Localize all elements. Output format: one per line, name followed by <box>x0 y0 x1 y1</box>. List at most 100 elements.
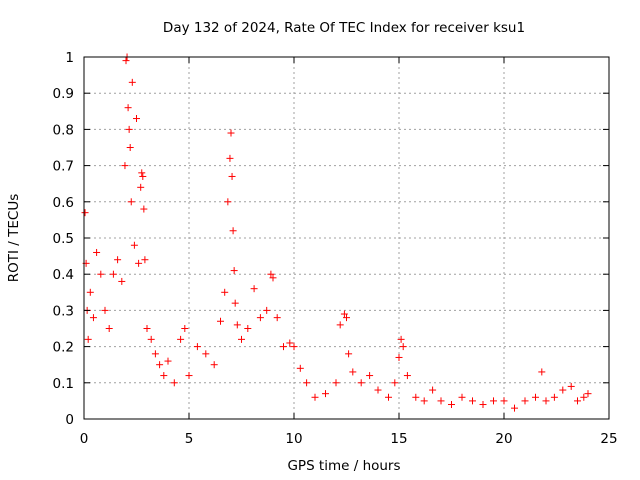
x-tick-label: 25 <box>600 431 617 447</box>
y-tick-label: 0.9 <box>53 86 74 102</box>
data-point <box>542 397 550 405</box>
data-point <box>121 162 129 170</box>
data-point <box>538 368 546 376</box>
x-tick-label: 10 <box>285 431 302 447</box>
data-point <box>221 288 229 296</box>
data-point <box>109 270 117 278</box>
data-point <box>559 386 567 394</box>
data-point <box>105 325 113 332</box>
chart-title: Day 132 of 2024, Rate Of TEC Index for r… <box>163 20 525 36</box>
data-point <box>101 306 109 314</box>
data-point <box>122 57 130 65</box>
data-point <box>267 270 275 278</box>
x-tick-label: 5 <box>185 431 194 447</box>
data-point <box>127 198 135 206</box>
y-axis-ticks: 0 0.1 0.2 0.3 0.4 0.5 0.6 0.7 0.8 0.9 1 <box>53 50 609 428</box>
data-point <box>343 314 350 322</box>
data-point <box>86 288 94 296</box>
data-point <box>311 393 319 401</box>
data-point <box>231 299 239 307</box>
data-point <box>273 314 281 322</box>
data-point <box>286 339 294 347</box>
data-point <box>141 256 149 264</box>
data-point <box>140 205 148 213</box>
data-point <box>469 397 476 405</box>
x-tick-label: 0 <box>80 431 89 447</box>
data-point <box>574 397 581 405</box>
y-tick-label: 0.4 <box>53 267 74 283</box>
data-point <box>156 361 164 369</box>
data-point <box>303 379 311 387</box>
data-point <box>125 125 133 133</box>
data-point <box>128 78 136 86</box>
data-point <box>280 343 287 351</box>
data-point <box>193 343 201 351</box>
data-point <box>244 325 252 332</box>
data-point <box>224 198 232 206</box>
data-point <box>490 397 497 405</box>
y-tick-label: 0.7 <box>53 159 74 175</box>
data-point <box>151 350 159 358</box>
data-point <box>511 404 518 412</box>
data-point <box>164 357 172 365</box>
data-point <box>580 393 588 401</box>
y-tick-label: 1 <box>65 50 74 66</box>
data-point <box>126 144 134 151</box>
data-point <box>93 248 101 256</box>
data-point <box>227 129 235 137</box>
data-point <box>118 277 126 285</box>
data-point <box>403 372 411 380</box>
data-point <box>130 241 138 249</box>
data-point <box>147 335 155 343</box>
data-point <box>340 310 348 318</box>
data-point <box>97 270 105 278</box>
data-point <box>138 169 146 177</box>
data-point <box>357 379 365 387</box>
data-point <box>89 314 97 322</box>
data-point <box>374 386 382 394</box>
data-point <box>345 350 353 358</box>
data-point <box>226 154 234 162</box>
data-point <box>256 314 264 322</box>
data-point <box>322 390 329 398</box>
data-point <box>135 259 143 267</box>
data-point <box>458 393 466 401</box>
data-point <box>160 372 168 380</box>
data-point <box>391 379 399 387</box>
data-point <box>133 115 140 123</box>
x-tick-label: 15 <box>390 431 407 447</box>
data-point <box>397 335 405 343</box>
data-point <box>269 274 277 282</box>
data-point <box>217 317 224 325</box>
data-point <box>238 335 245 343</box>
data-point <box>437 397 445 405</box>
data-point <box>332 379 340 387</box>
y-axis-label: ROTI / TECUs <box>6 194 22 282</box>
data-point <box>349 368 357 376</box>
data-point <box>181 325 189 332</box>
data-point <box>263 306 271 314</box>
data-point <box>420 397 428 405</box>
data-point <box>170 379 178 387</box>
data-point <box>233 321 241 329</box>
data-point <box>230 267 238 275</box>
data-point <box>550 393 558 401</box>
data-point <box>229 227 237 235</box>
data-point <box>210 361 218 369</box>
y-tick-label: 0.3 <box>53 303 74 319</box>
data-point <box>250 285 258 293</box>
y-tick-label: 0.8 <box>53 122 74 138</box>
y-tick-label: 0.2 <box>53 340 74 356</box>
data-point <box>296 364 304 372</box>
y-tick-label: 0.1 <box>53 376 74 392</box>
data-point <box>114 256 122 264</box>
data-point <box>139 172 147 180</box>
data-point <box>584 390 592 398</box>
y-tick-label: 0.6 <box>53 195 74 211</box>
data-point <box>81 209 89 217</box>
data-point <box>412 393 420 401</box>
data-point <box>366 372 374 380</box>
data-points <box>81 53 592 412</box>
data-point <box>448 401 455 409</box>
